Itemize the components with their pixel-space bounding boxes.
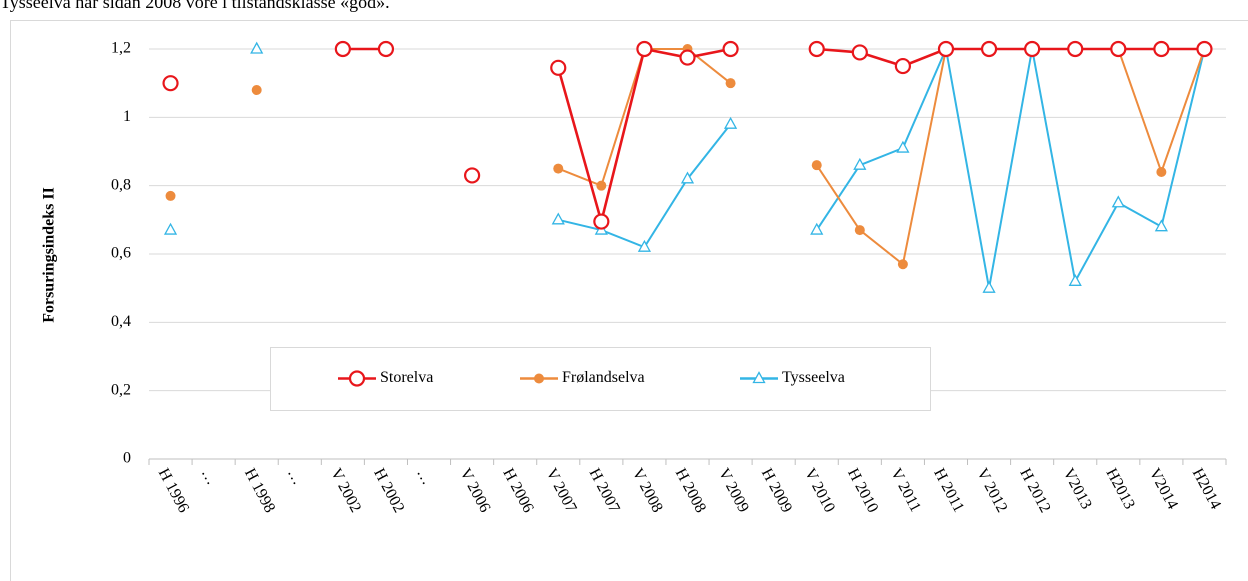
series-line	[558, 45, 1206, 289]
series-line	[342, 47, 1205, 227]
legend-marker	[752, 371, 766, 384]
marker	[593, 213, 610, 230]
marker	[1153, 40, 1170, 58]
x-tick-label: H 2007	[586, 466, 623, 516]
marker	[165, 190, 176, 201]
marker	[1196, 40, 1213, 58]
marker	[980, 40, 998, 58]
marker	[162, 75, 179, 92]
marker	[1156, 167, 1167, 177]
x-tick-label: V 2009	[715, 466, 752, 516]
x-tick-label: …	[413, 466, 436, 488]
marker	[251, 85, 262, 95]
x-tick-label: H 2011	[930, 466, 967, 515]
marker	[896, 140, 910, 153]
marker	[722, 40, 739, 58]
marker	[550, 59, 567, 76]
x-tick-label: H 2008	[672, 466, 709, 516]
marker	[810, 222, 824, 235]
marker	[334, 40, 351, 58]
marker	[377, 40, 395, 58]
marker	[596, 180, 607, 191]
marker	[464, 167, 481, 184]
marker	[894, 57, 912, 75]
marker	[1024, 40, 1041, 58]
marker	[553, 163, 564, 174]
marker	[853, 157, 867, 170]
x-tick-label: H 2002	[370, 466, 407, 516]
legend-box	[270, 347, 931, 411]
x-tick-label: H 1996	[155, 466, 192, 516]
x-tick-label: V 2011	[887, 466, 924, 515]
y-tick-label: 0,2	[111, 381, 131, 398]
x-tick-label: H2014	[1189, 466, 1224, 512]
marker	[1067, 40, 1084, 58]
marker	[982, 280, 996, 293]
marker	[679, 49, 696, 66]
y-axis-label: Forsuringsindeks II	[41, 187, 58, 323]
marker	[723, 116, 738, 129]
marker	[1154, 219, 1168, 232]
x-tick-label: H 2010	[844, 466, 881, 516]
legend-label: Tysseelva	[782, 369, 845, 386]
x-tick-label: …	[284, 466, 307, 488]
legend: Storelva Frølandselva Tysseelva	[270, 347, 931, 411]
x-tick-label: V2013	[1059, 466, 1094, 512]
x-tick-label: H2013	[1103, 466, 1138, 512]
marker	[163, 222, 178, 235]
marker	[937, 40, 955, 58]
x-tick-label: V2014	[1146, 466, 1181, 512]
marker	[250, 41, 264, 54]
marker	[680, 171, 695, 184]
y-tick-label: 0,8	[111, 176, 131, 193]
x-tick-label: V 2007	[542, 466, 579, 516]
marker	[851, 44, 868, 61]
x-tick-label: V 2010	[801, 466, 838, 516]
x-tick-label: V 2006	[456, 466, 493, 516]
marker	[551, 212, 565, 225]
y-tick-label: 1,2	[111, 40, 131, 57]
caption-text: Tysseelva har sidan 2008 vore i tilstand…	[0, 0, 390, 12]
marker	[1111, 195, 1125, 208]
y-tick-label: 0,6	[111, 245, 131, 262]
x-tick-label: H 2012	[1016, 466, 1053, 516]
marker	[1068, 273, 1082, 286]
marker	[854, 225, 865, 236]
legend-label: Frølandselva	[562, 369, 645, 386]
x-tick-label: …	[198, 466, 221, 488]
x-tick-label: V 2002	[327, 466, 364, 516]
x-tick-label: H 2006	[499, 466, 536, 516]
x-tick-label: H 2009	[758, 466, 795, 516]
marker	[636, 40, 653, 58]
marker	[897, 259, 908, 270]
legend-marker	[348, 370, 366, 387]
y-tick-label: 0,4	[111, 313, 131, 330]
chart-frame	[10, 20, 1248, 581]
x-tick-label: V 2008	[629, 466, 666, 516]
marker	[1110, 40, 1127, 58]
marker	[637, 239, 652, 252]
marker	[808, 40, 825, 58]
y-tick-label: 0	[123, 450, 131, 467]
x-tick-label: V 2012	[973, 466, 1010, 516]
legend-marker	[534, 373, 544, 384]
y-tick-label: 1	[123, 108, 131, 125]
marker	[811, 160, 822, 171]
marker	[725, 78, 736, 89]
x-tick-label: H 1998	[241, 466, 278, 516]
legend-label: Storelva	[380, 369, 433, 386]
